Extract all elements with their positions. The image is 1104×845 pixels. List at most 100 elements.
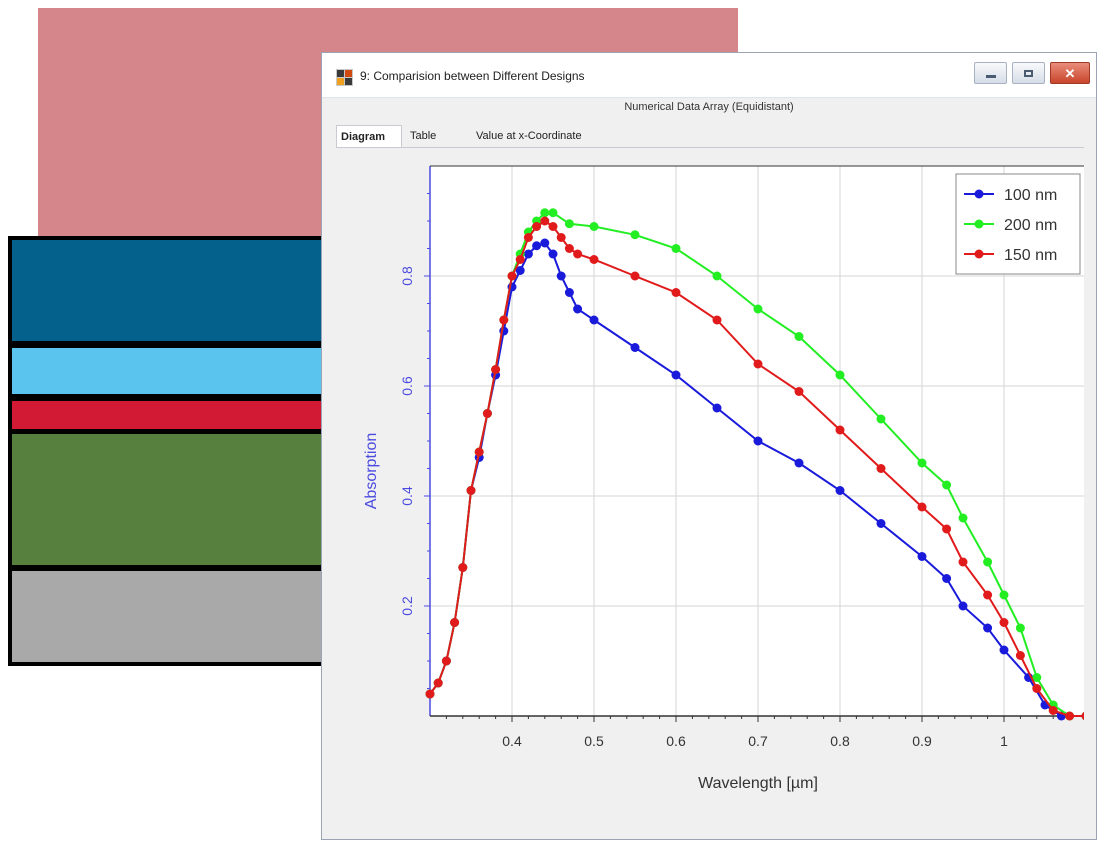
- data-point: [1032, 673, 1042, 682]
- data-point: [794, 387, 804, 396]
- data-point: [712, 271, 722, 281]
- data-point: [942, 524, 952, 534]
- data-point: [540, 208, 550, 218]
- app-icon[interactable]: [336, 69, 353, 86]
- y-tick-label: 0.8: [399, 266, 415, 286]
- legend-swatch-marker: [974, 219, 984, 229]
- data-point: [1032, 684, 1042, 693]
- data-point: [1015, 623, 1025, 633]
- data-point: [548, 222, 558, 231]
- data-point: [499, 315, 509, 325]
- diagram-panel: 0.2 0.4 0.6 0.8 0.4 0.5 0.6 0.7 0.8 0.9 1 100 nm 20…: [336, 147, 1084, 828]
- title-bar[interactable]: 9: Comparision between Different Designs…: [322, 53, 1096, 97]
- x-axis-title: Wavelength [µm]: [698, 775, 818, 792]
- data-point: [589, 315, 599, 325]
- data-point: [1048, 706, 1058, 715]
- tab-diagram[interactable]: Diagram: [336, 125, 402, 147]
- data-point: [556, 233, 566, 242]
- data-point: [958, 513, 968, 523]
- data-point: [671, 288, 681, 297]
- data-point: [917, 552, 927, 561]
- data-point: [523, 233, 533, 242]
- maximize-button[interactable]: [1012, 62, 1045, 84]
- data-point: [958, 601, 968, 611]
- x-tick-label: 1: [1000, 733, 1008, 749]
- data-point: [458, 563, 468, 572]
- data-point: [983, 623, 993, 633]
- layer-light-blue: [12, 348, 334, 394]
- tab-value-at-x-coordinate[interactable]: Value at x-Coordinate: [476, 130, 582, 142]
- data-point: [917, 458, 927, 468]
- data-point: [564, 219, 574, 229]
- x-tick-label: 0.7: [748, 733, 768, 749]
- layer-dark-blue: [12, 240, 334, 341]
- window-subtitle: Numerical Data Array (Equidistant): [322, 97, 1096, 116]
- data-point: [983, 590, 993, 600]
- data-point: [835, 425, 845, 435]
- x-tick-label: 0.8: [830, 733, 850, 749]
- data-point: [515, 255, 525, 264]
- diagram-window[interactable]: 9: Comparision between Different Designs…: [321, 52, 1097, 840]
- data-point: [753, 304, 763, 314]
- data-point: [474, 447, 484, 457]
- series-150-nm: [425, 216, 1084, 721]
- data-point: [917, 502, 927, 512]
- maximize-icon: [1024, 69, 1033, 77]
- data-point: [712, 315, 722, 325]
- legend-entry: 150 nm: [1004, 247, 1057, 264]
- x-tick-label: 0.4: [502, 733, 522, 749]
- data-point: [450, 618, 460, 627]
- data-point: [573, 304, 583, 314]
- legend-entry: 200 nm: [1004, 217, 1057, 234]
- layer-gray: [12, 571, 334, 662]
- data-point: [835, 486, 845, 495]
- data-point: [425, 689, 435, 699]
- y-tick-label: 0.2: [399, 596, 415, 616]
- data-point: [441, 656, 451, 666]
- window-title: 9: Comparision between Different Designs: [360, 69, 585, 83]
- data-point: [630, 230, 640, 240]
- data-point: [491, 365, 501, 374]
- data-point: [942, 480, 952, 490]
- data-point: [482, 409, 492, 418]
- absorption-chart: 0.2 0.4 0.6 0.8 0.4 0.5 0.6 0.7 0.8 0.9 1 100 nm 20…: [363, 165, 1084, 792]
- legend-swatch-marker: [974, 249, 984, 259]
- data-point: [942, 574, 952, 583]
- layer-stack-illustration: [8, 236, 338, 666]
- data-point: [999, 618, 1009, 627]
- data-point: [523, 249, 533, 259]
- data-point: [876, 414, 886, 424]
- data-point: [564, 288, 574, 297]
- data-point: [466, 486, 476, 495]
- data-point: [1015, 651, 1025, 660]
- data-point: [433, 678, 443, 688]
- data-point: [794, 458, 804, 468]
- data-point: [1081, 711, 1084, 721]
- tab-table[interactable]: Table: [410, 130, 437, 142]
- layer-red: [12, 401, 334, 429]
- data-point: [515, 266, 525, 275]
- data-point: [876, 464, 886, 473]
- layer-green: [12, 434, 334, 565]
- close-button[interactable]: ✕: [1050, 62, 1090, 84]
- y-tick-label: 0.6: [399, 376, 415, 396]
- minimize-button[interactable]: [974, 62, 1007, 84]
- data-point: [564, 244, 574, 253]
- x-tick-label: 0.6: [666, 733, 686, 749]
- data-point: [753, 359, 763, 369]
- data-point: [753, 436, 763, 446]
- data-point: [712, 403, 722, 413]
- data-point: [671, 244, 681, 253]
- data-point: [876, 519, 886, 528]
- close-icon: ✕: [1064, 65, 1076, 81]
- data-point: [630, 343, 640, 352]
- data-point: [983, 557, 993, 567]
- x-tick-label: 0.5: [584, 733, 604, 749]
- legend-swatch-marker: [974, 189, 984, 199]
- data-point: [794, 332, 804, 341]
- data-point: [671, 370, 681, 380]
- data-point: [589, 222, 599, 231]
- data-point: [540, 216, 550, 226]
- y-axis-title: Absorption: [363, 433, 380, 510]
- data-point: [548, 208, 558, 218]
